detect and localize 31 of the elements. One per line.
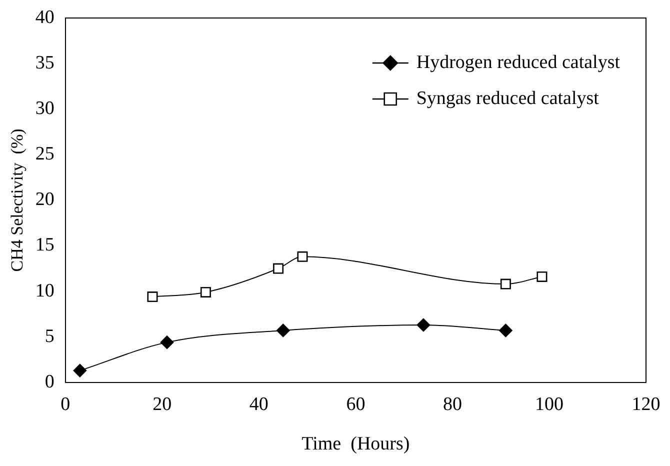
point	[536, 271, 548, 282]
point	[416, 318, 430, 332]
legend-label: Syngas reduced catalyst	[416, 88, 600, 109]
point	[273, 263, 284, 274]
point	[73, 364, 87, 378]
point	[147, 292, 158, 302]
point	[276, 324, 290, 338]
x-tick-label: 60	[346, 394, 366, 415]
point	[160, 336, 174, 349]
y-axis-title: CH4 Selectivity (%)	[8, 128, 27, 272]
y-tick-label: 40	[35, 6, 54, 28]
y-tick-label: 25	[35, 144, 54, 165]
x-tick-label: 120	[632, 394, 660, 415]
x-tick-label: 0	[60, 394, 70, 415]
y-tick-label: 5	[44, 326, 54, 347]
y-tick-label: 30	[35, 98, 54, 120]
y-tick-label: 10	[35, 280, 54, 302]
point	[499, 324, 512, 338]
x-tick-label: 20	[152, 394, 172, 415]
point	[500, 278, 511, 290]
y-tick-label: 35	[35, 52, 54, 74]
legend-label: Hydrogen reduced catalyst	[416, 52, 621, 73]
point	[200, 286, 211, 298]
y-tick-label: 0	[44, 371, 54, 392]
point	[297, 251, 308, 262]
y-tick-label: 20	[35, 189, 54, 210]
x-axis-title: Time (Hours)	[302, 434, 410, 455]
x-tick-label: 80	[442, 394, 462, 415]
x-tick-label: 100	[534, 394, 564, 415]
x-tick-label: 40	[249, 394, 268, 415]
y-tick-label: 15	[35, 234, 54, 256]
